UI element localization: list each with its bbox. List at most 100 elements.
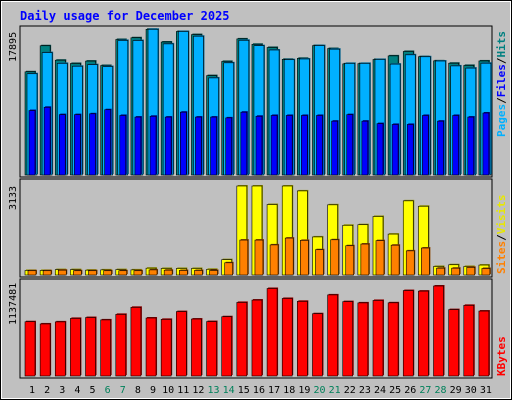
hits-pages-bar-28 bbox=[437, 120, 445, 176]
hits-pages-bar-31-face bbox=[482, 112, 490, 176]
hits-pages-bar-24 bbox=[376, 122, 384, 176]
day-label-3: 3 bbox=[59, 385, 65, 396]
visits-sites-bar-29 bbox=[451, 267, 461, 276]
hits-pages-bar-19-face bbox=[301, 115, 308, 176]
kbytes-kbytes-bar-15 bbox=[236, 301, 248, 377]
hits-pages-bar-9 bbox=[149, 115, 158, 176]
day-label-9: 9 bbox=[150, 385, 156, 396]
hits-pages-bar-19 bbox=[301, 114, 309, 176]
hits-pages-bar-2 bbox=[43, 106, 52, 176]
kbytes-kbytes-bar-2-face bbox=[39, 323, 51, 377]
hits-pages-bar-10-face bbox=[164, 116, 172, 176]
visits-sites-bar-17-face bbox=[269, 244, 279, 276]
visits-sites-bar-30 bbox=[466, 266, 476, 276]
hits-pages-bar-18 bbox=[285, 114, 294, 176]
day-label-4: 4 bbox=[74, 385, 80, 396]
visits-sites-bar-24 bbox=[375, 239, 385, 276]
visits-sites-bar-15-face bbox=[239, 239, 249, 276]
visits-sites-bar-5 bbox=[88, 269, 98, 276]
visits-sites-bar-3 bbox=[57, 269, 68, 276]
kbytes-kbytes-bar-10-face bbox=[160, 319, 172, 377]
kbytes-kbytes-bar-8 bbox=[130, 306, 142, 377]
visits-sites-bar-31-face bbox=[481, 268, 491, 276]
visits-sites-bar-26-face bbox=[405, 250, 415, 276]
day-label-29: 29 bbox=[450, 385, 462, 396]
visits-sites-bar-5-face bbox=[88, 270, 97, 276]
visits-sites-bar-23 bbox=[360, 243, 370, 276]
kbytes-kbytes-bar-24 bbox=[372, 299, 384, 377]
day-label-10: 10 bbox=[162, 385, 174, 396]
hits-pages-bar-30-face bbox=[467, 116, 475, 176]
kbytes-kbytes-bar-10 bbox=[160, 318, 173, 377]
visits-sites-bar-26 bbox=[405, 249, 416, 276]
hits-pages-bar-3 bbox=[58, 113, 67, 176]
day-label-16: 16 bbox=[253, 385, 265, 396]
kbytes-kbytes-bar-11 bbox=[176, 310, 188, 377]
visits-sites-bar-18-face bbox=[284, 237, 294, 276]
visits-bars bbox=[24, 185, 491, 276]
kbytes-kbytes-bar-3 bbox=[54, 320, 67, 377]
day-label-1: 1 bbox=[29, 385, 35, 396]
hits-pages-bar-2-face bbox=[43, 106, 51, 176]
hits-pages-bar-17 bbox=[270, 114, 279, 176]
kbytes-kbytes-bar-8-face bbox=[130, 307, 142, 377]
hits-pages-bar-8-face bbox=[134, 116, 142, 176]
day-label-25: 25 bbox=[389, 385, 401, 396]
kbytes-kbytes-bar-19 bbox=[297, 300, 309, 377]
kbytes-kbytes-bar-18-face bbox=[281, 298, 293, 377]
hits-pages-bar-6 bbox=[104, 108, 112, 176]
day-label-28: 28 bbox=[434, 385, 446, 396]
hits-pages-bar-23 bbox=[361, 120, 369, 176]
kbytes-kbytes-bar-25 bbox=[387, 301, 400, 377]
day-label-15: 15 bbox=[238, 385, 250, 396]
kbytes-kbytes-bar-1-face bbox=[24, 321, 36, 377]
kbytes-kbytes-bar-28 bbox=[433, 285, 445, 377]
hits-pages-bar-20 bbox=[316, 114, 324, 176]
kbytes-kbytes-bar-1 bbox=[24, 320, 36, 377]
day-label-20: 20 bbox=[313, 385, 325, 396]
visits-sites-bar-10-face bbox=[163, 269, 173, 276]
hits-pages-bar-27-face bbox=[422, 115, 429, 176]
kbytes-kbytes-bar-18 bbox=[281, 297, 294, 377]
kbytes-kbytes-bar-31 bbox=[478, 310, 490, 377]
kbytes-kbytes-bar-29-face bbox=[448, 309, 459, 377]
visits-sites-bar-6-face bbox=[103, 270, 112, 276]
kbytes-kbytes-bar-22-face bbox=[342, 301, 354, 377]
hits-pages-bar-22-face bbox=[346, 114, 354, 176]
hits-pages-bar-11-face bbox=[180, 111, 187, 176]
hits-pages-bar-16-face bbox=[255, 115, 263, 176]
kbytes-kbytes-bar-30-face bbox=[463, 305, 475, 377]
kbytes-kbytes-bar-6-face bbox=[100, 319, 111, 377]
hits-pages-bar-31 bbox=[482, 111, 490, 176]
visits-sites-bar-24-face bbox=[375, 240, 385, 276]
hits-pages-bar-8 bbox=[134, 116, 142, 176]
hits-pages-bar-23-face bbox=[361, 120, 369, 176]
hits-pages-bar-11 bbox=[180, 111, 188, 176]
day-label-21: 21 bbox=[329, 385, 341, 396]
visits-sites-bar-9-face bbox=[148, 269, 158, 276]
day-label-8: 8 bbox=[135, 385, 141, 396]
day-label-27: 27 bbox=[419, 385, 431, 396]
day-label-18: 18 bbox=[283, 385, 295, 396]
visits-sites-bar-21-face bbox=[330, 239, 339, 276]
visits-sites-bar-30-face bbox=[466, 267, 476, 276]
hits-pages-bar-16 bbox=[255, 115, 263, 176]
hits-pages-bar-25-face bbox=[391, 124, 399, 176]
visits-sites-bar-29-face bbox=[451, 267, 460, 276]
legend-sep-2: / bbox=[495, 57, 508, 64]
visits-sites-bar-28-face bbox=[436, 267, 445, 276]
kbytes-bars bbox=[24, 285, 490, 377]
kbytes-legend: KBytes bbox=[495, 336, 508, 376]
visits-ymax-label: 3133 bbox=[8, 186, 19, 210]
kbytes-kbytes-bar-6 bbox=[100, 318, 112, 377]
visits-sites-bar-11 bbox=[179, 269, 189, 276]
hits-pages-bar-29-face bbox=[452, 115, 459, 176]
hits-pages-bar-9-face bbox=[149, 115, 157, 176]
day-label-17: 17 bbox=[268, 385, 280, 396]
kbytes-kbytes-bar-4-face bbox=[70, 318, 81, 377]
hits-pages-bar-26-face bbox=[406, 124, 414, 176]
day-label-30: 30 bbox=[465, 385, 477, 396]
hits-pages-bar-12-face bbox=[195, 116, 202, 176]
visits-sites-bar-23-face bbox=[360, 243, 370, 276]
